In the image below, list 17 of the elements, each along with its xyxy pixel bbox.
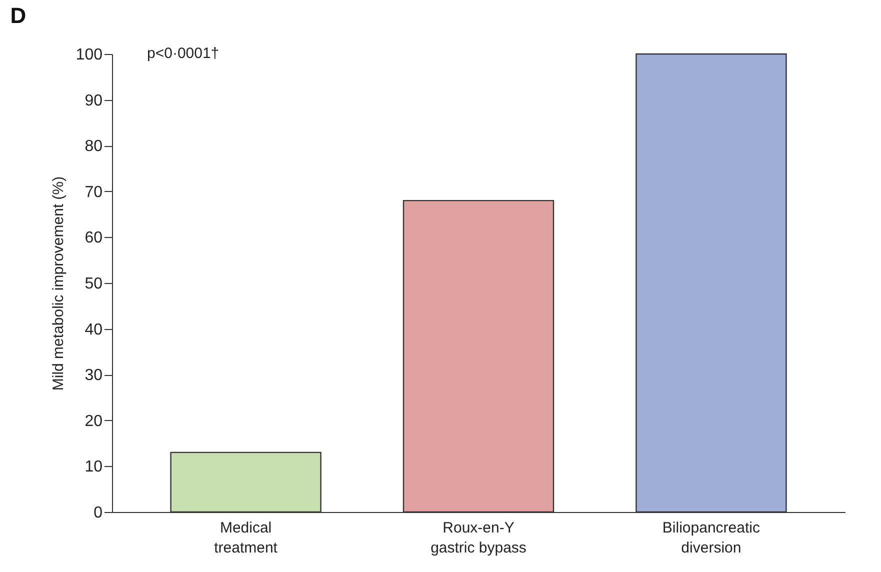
y-tick-label: 0 xyxy=(94,504,103,522)
x-tick-label: Biliopancreatic diversion xyxy=(662,520,760,556)
y-axis-title: Mild metabolic improvement (%) xyxy=(50,176,67,391)
annotation: p<0·0001† xyxy=(147,45,220,62)
y-tick-label: 90 xyxy=(84,92,103,110)
y-tick-label: 40 xyxy=(84,321,103,338)
y-tick-label: 70 xyxy=(84,184,103,201)
y-tick-label: 100 xyxy=(76,46,103,64)
x-tick-label: Roux-en-Y gastric bypass xyxy=(430,520,526,556)
x-tick-label: Medical treatment xyxy=(214,520,278,556)
y-tick-label: 10 xyxy=(84,458,103,476)
y-tick-label: 60 xyxy=(84,230,103,247)
y-tick-label: 50 xyxy=(84,276,103,292)
y-tick-label: 80 xyxy=(84,138,103,156)
chart-title: D xyxy=(10,3,26,28)
y-tick-label: 30 xyxy=(84,367,103,384)
y-tick-label: 20 xyxy=(84,412,103,430)
